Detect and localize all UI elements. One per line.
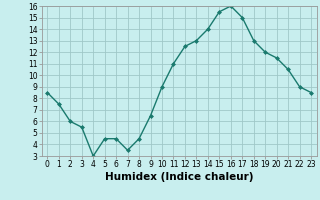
X-axis label: Humidex (Indice chaleur): Humidex (Indice chaleur): [105, 172, 253, 182]
